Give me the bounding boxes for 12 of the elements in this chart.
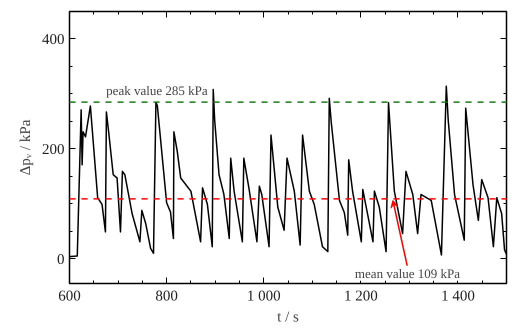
x-tick-label: 1 400	[441, 288, 475, 304]
x-tick-label: 600	[58, 288, 81, 304]
y-axis-title: Δpᵥ / kPa	[18, 119, 34, 176]
x-tick-label: 1 000	[246, 288, 281, 304]
x-tick-label: 800	[155, 288, 178, 304]
y-tick-label: 200	[42, 142, 64, 158]
x-axis-title: t / s	[277, 310, 299, 326]
y-tick-label: 400	[42, 32, 64, 48]
x-tick-label: 1 200	[344, 288, 378, 304]
y-tick-label: 0	[57, 252, 64, 268]
annotation: mean value 109 kPa	[354, 266, 460, 281]
annotation: peak value 285 kPa	[106, 83, 208, 98]
